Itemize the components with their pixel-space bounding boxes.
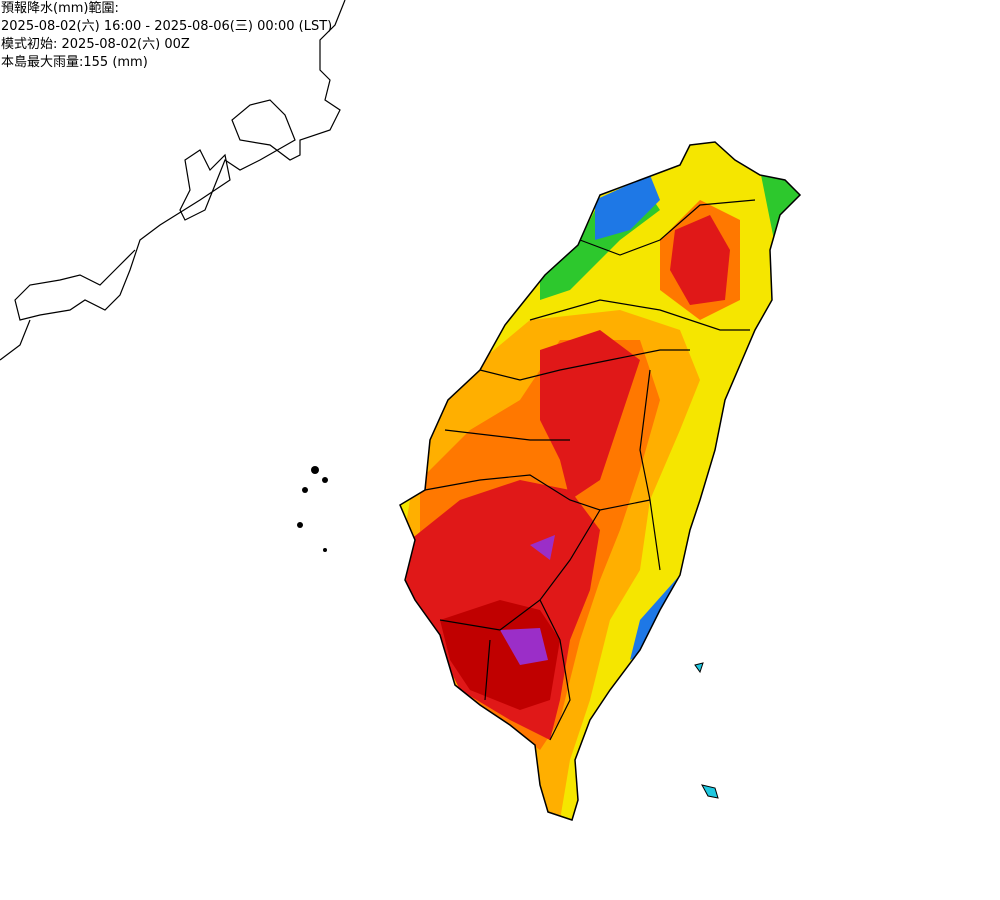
header: 預報降水(mm)範圍: 2025-08-02(六) 16:00 - 2025-0… [1, 0, 332, 72]
green-island [694, 662, 704, 674]
penghu-islands [297, 466, 328, 552]
orchid-island [701, 784, 719, 799]
rainfall-shading [400, 142, 800, 820]
island-outline [399, 141, 802, 821]
header-line: 預報降水(mm)範圍: [1, 1, 119, 16]
header-line: 本島最大雨量:155 (mm) [1, 55, 148, 70]
header-line: 2025-08-02(六) 16:00 - 2025-08-06(三) 00:0… [1, 19, 333, 34]
header-line: 模式初始: 2025-08-02(六) 00Z [1, 37, 190, 52]
county-borders [424, 199, 756, 741]
mainland-coast [0, 0, 346, 361]
